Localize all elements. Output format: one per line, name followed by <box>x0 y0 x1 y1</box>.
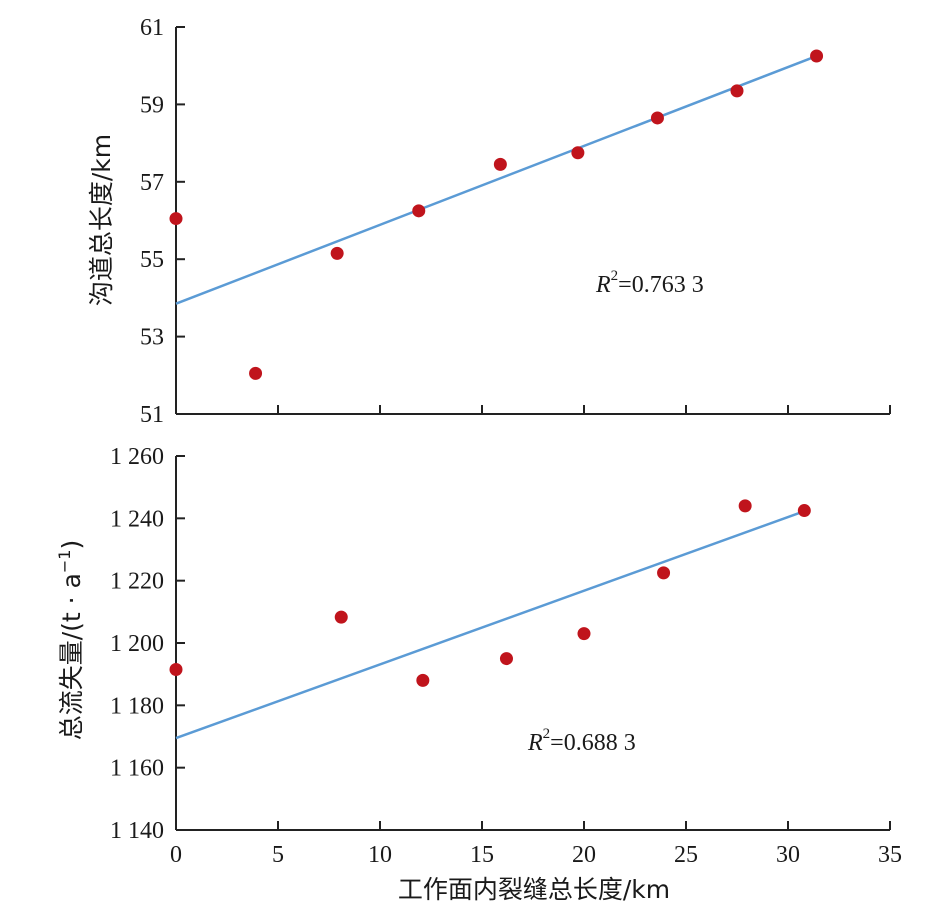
x-tick-label: 35 <box>878 842 902 868</box>
y-tick-label: 1 160 <box>110 756 164 782</box>
x-tick-label: 5 <box>272 842 284 868</box>
y-axis-title: 总流失量/(t · a−1) <box>55 540 86 741</box>
x-axis-title: 工作面内裂缝总长度/km <box>398 875 670 904</box>
y-tick-label: 1 220 <box>110 569 164 595</box>
x-tick-label: 30 <box>776 842 800 868</box>
x-tick-label: 0 <box>170 842 182 868</box>
y-tick-label: 51 <box>140 402 164 428</box>
y-tick-label: 53 <box>140 325 164 351</box>
top-panel: 51 53 55 57 59 61 R2=0.763 3 沟道总长度/km <box>87 15 891 428</box>
x-tick-label: 20 <box>572 842 596 868</box>
data-point <box>577 627 591 641</box>
y-tick-label: 1 240 <box>110 506 164 532</box>
trend-line <box>175 54 818 305</box>
data-point <box>169 212 183 226</box>
x-tick-label: 15 <box>470 842 494 868</box>
y-tick-label: 1 140 <box>110 818 164 844</box>
data-point <box>730 84 744 98</box>
y-tick-label: 57 <box>140 170 164 196</box>
data-point <box>334 610 348 624</box>
data-point <box>330 246 344 260</box>
data-point <box>416 673 430 687</box>
trend-line <box>175 509 805 740</box>
y-tick-label: 1 180 <box>110 693 164 719</box>
y-tick-label: 55 <box>140 247 164 273</box>
x-tick-label: 10 <box>368 842 392 868</box>
data-point <box>738 499 752 513</box>
y-tick-label: 1 200 <box>110 631 164 657</box>
data-point <box>657 566 671 580</box>
data-point <box>412 204 426 218</box>
data-point <box>650 111 664 125</box>
y-tick-label: 59 <box>140 92 164 118</box>
data-point <box>493 157 507 171</box>
bottom-panel: 1 140 1 160 1 180 1 200 1 220 1 240 1 260 0 5 10 1… <box>55 444 902 868</box>
data-point <box>169 662 183 676</box>
y-axis-title: 沟道总长度/km <box>87 134 116 306</box>
data-point <box>571 146 585 160</box>
data-point <box>499 652 513 666</box>
r-squared-label: R2=0.688 3 <box>527 726 636 756</box>
y-tick-label: 1 260 <box>110 444 164 470</box>
r-squared-label: R2=0.763 3 <box>595 268 704 298</box>
data-point <box>810 49 824 63</box>
data-point <box>797 504 811 518</box>
y-tick-label: 61 <box>140 15 164 41</box>
x-tick-label: 25 <box>674 842 698 868</box>
data-point <box>249 366 263 380</box>
